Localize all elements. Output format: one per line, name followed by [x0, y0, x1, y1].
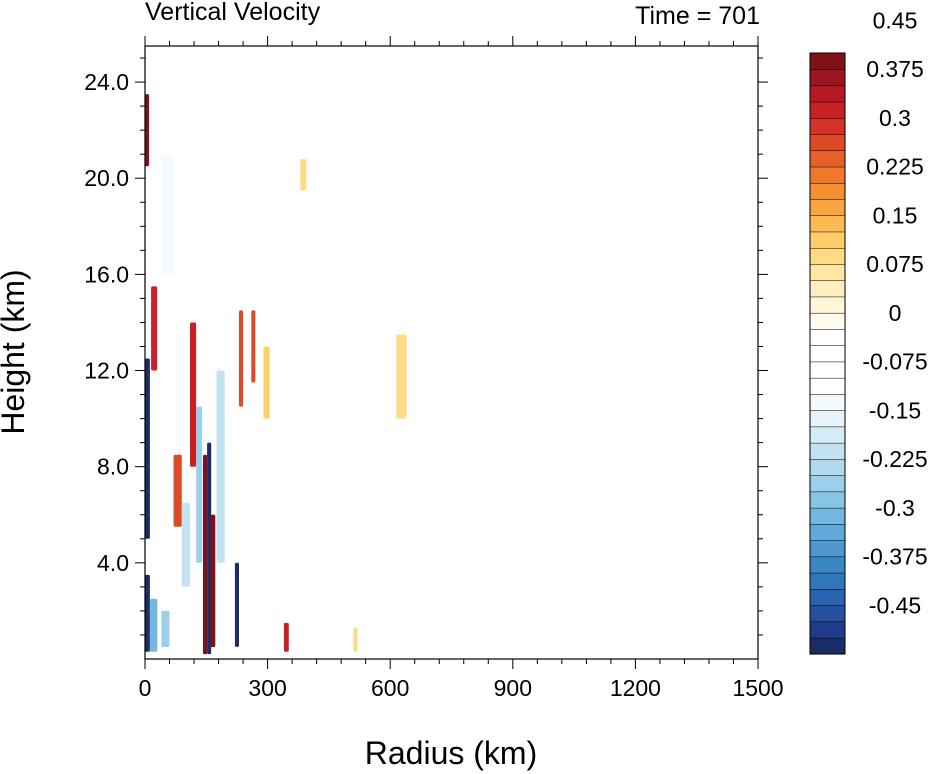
colorbar-tick-label: 0.15	[873, 202, 918, 228]
colorbar-swatch	[809, 605, 846, 623]
colorbar-swatch	[809, 621, 846, 639]
colorbar-swatch	[809, 117, 846, 135]
x-tick-label: 1500	[732, 675, 783, 701]
contour-cell	[173, 454, 182, 527]
colorbar-tick-label: -0.3	[875, 495, 915, 521]
y-tick-label: 16.0	[84, 261, 129, 287]
contour-cell	[300, 159, 307, 191]
colorbar-swatch	[809, 215, 846, 233]
colorbar-swatch	[809, 637, 846, 655]
contour-cell	[149, 598, 158, 652]
colorbar-swatch	[809, 361, 846, 379]
x-tick-label: 0	[139, 675, 152, 701]
colorbar-tick-label: 0.3	[879, 105, 911, 131]
axis-ticks: 0 300 600 900 1200 1500 4.0 8.0 12.0 16.0 20.0 24.0	[84, 36, 784, 701]
colorbar-swatch	[809, 377, 846, 395]
x-tick-label: 1200	[610, 675, 661, 701]
colorbar-tick-label: 0.075	[866, 251, 924, 277]
colorbar-tick-label: 0	[889, 300, 902, 326]
contour-cell	[207, 442, 212, 655]
y-tick-label: 24.0	[84, 69, 129, 95]
contour-cell	[283, 622, 289, 652]
y-axis-label: Height (km)	[0, 269, 31, 434]
contour-cell	[145, 94, 150, 167]
colorbar-swatch	[809, 198, 846, 216]
x-tick-label: 900	[494, 675, 532, 701]
colorbar-frame	[809, 52, 846, 655]
colorbar-tick-label: -0.075	[862, 349, 927, 375]
x-tick-label: 300	[248, 675, 286, 701]
colorbar-swatch	[809, 393, 846, 411]
x-axis-label: Radius (km)	[365, 735, 537, 771]
colorbar-swatch	[809, 247, 846, 265]
colorbar-tick-label: -0.375	[862, 544, 927, 570]
colorbar-swatch	[809, 68, 846, 87]
contour-cell	[145, 574, 150, 652]
contour-cell	[161, 154, 174, 275]
contour-cell	[234, 562, 239, 647]
colorbar-swatch	[809, 263, 846, 281]
colorbar-swatch	[809, 150, 846, 168]
colorbar-swatch	[809, 101, 846, 119]
colorbar-swatch	[809, 166, 846, 184]
colorbar-tick-label: -0.45	[869, 592, 921, 618]
x-tick-label: 600	[371, 675, 409, 701]
colorbar-tick-label: -0.225	[862, 446, 927, 472]
contour-cell	[251, 310, 256, 383]
contour-cell	[210, 514, 216, 647]
contour-cell	[396, 334, 407, 419]
colorbar-tick-label: 0.225	[866, 154, 924, 180]
colorbar-swatch	[809, 475, 846, 493]
colorbar-tick-label: -0.15	[869, 397, 921, 423]
colorbar-swatch	[809, 426, 846, 444]
colorbar-swatch	[809, 312, 846, 330]
contour-field	[145, 94, 407, 655]
contour-cell	[263, 346, 270, 419]
contour-cell	[190, 322, 197, 467]
colorbar-swatch	[809, 588, 846, 606]
colorbar-swatch	[809, 280, 846, 298]
colorbar-swatch	[809, 491, 846, 509]
contour-cell	[145, 358, 150, 539]
contour-cell	[151, 286, 158, 371]
contour-cell	[353, 627, 358, 652]
colorbar-swatch	[809, 328, 846, 346]
colorbar-tick-label: 0.45	[873, 8, 918, 34]
colorbar-swatch	[809, 572, 846, 590]
colorbar-swatch	[809, 85, 846, 103]
colorbar-swatch	[809, 458, 846, 476]
plot-frame	[144, 45, 759, 660]
colorbar-swatch	[809, 556, 846, 574]
title-right: Time = 701	[635, 2, 760, 30]
colorbar-swatch	[809, 507, 846, 525]
contour-cell	[196, 406, 203, 563]
colorbar-swatch	[809, 231, 846, 249]
colorbar-swatch	[809, 296, 846, 314]
contour-cell	[203, 454, 208, 655]
title-left: Vertical Velocity	[145, 0, 321, 26]
colorbar-swatch	[809, 52, 846, 70]
colorbar-swatch	[809, 523, 846, 541]
colorbar-swatch	[809, 133, 846, 152]
y-tick-label: 8.0	[97, 454, 129, 480]
colorbar-swatch	[809, 410, 846, 428]
contour-cell	[161, 610, 170, 647]
contour-cell	[216, 370, 225, 563]
colorbar-swatch	[809, 442, 846, 460]
contour-cell	[181, 502, 190, 587]
y-tick-label: 4.0	[97, 550, 129, 576]
contour-cell	[239, 310, 244, 407]
y-tick-label: 12.0	[84, 358, 129, 384]
colorbar-swatch	[809, 345, 846, 363]
colorbar-swatch	[809, 540, 846, 558]
colorbar-tick-label: 0.375	[866, 56, 924, 82]
colorbar: -0.45 -0.375 -0.3 -0.225 -0.15 -0.075 0 0.075 0.…	[809, 8, 928, 655]
colorbar-swatch	[809, 182, 846, 200]
y-tick-label: 20.0	[84, 165, 129, 191]
